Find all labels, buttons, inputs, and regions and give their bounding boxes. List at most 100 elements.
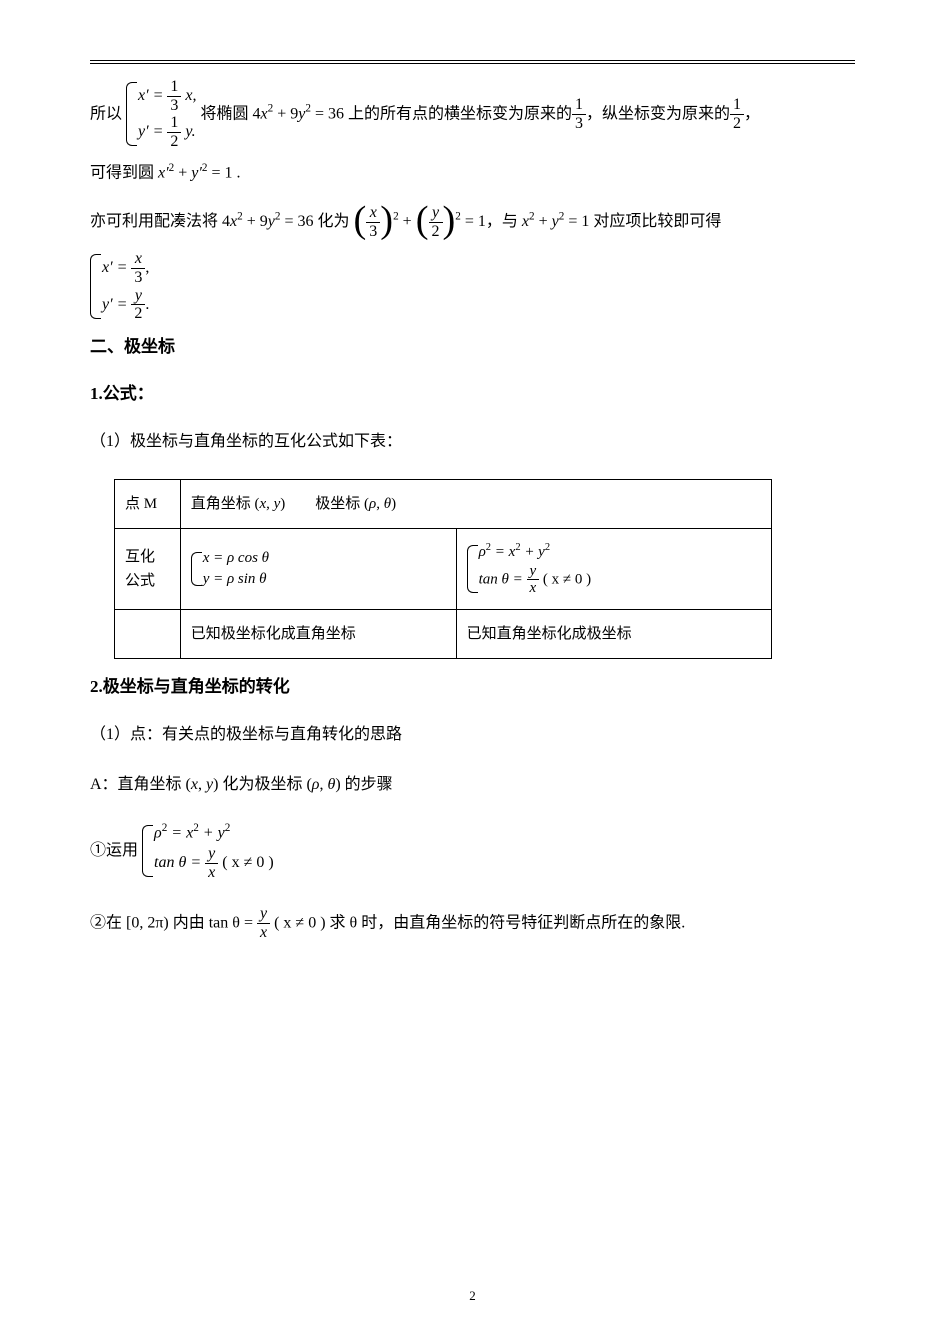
txt: 互化	[125, 545, 170, 569]
formula-line: y = ρ sin θ	[203, 569, 269, 590]
txt: = x	[491, 544, 515, 560]
p1-cplus: +	[174, 165, 191, 182]
sys2-r2: y′ =	[102, 295, 127, 312]
p1-l2a: 可得到圆	[90, 165, 158, 182]
txt: + y	[199, 825, 225, 842]
cell-label-formula: 互化 公式	[115, 528, 181, 609]
p2-plus: + 9	[243, 213, 268, 230]
frac-num: x	[131, 250, 145, 269]
system-2: x′ = x3, y′ = y2.	[90, 250, 149, 322]
txt: ,	[266, 496, 274, 512]
cell-coord-headers: 直角坐标 (x, y) 极坐标 (ρ, θ)	[180, 479, 771, 528]
p2-x2: x	[522, 213, 529, 230]
table-row: 点 M 直角坐标 (x, y) 极坐标 (ρ, θ)	[115, 479, 772, 528]
conversion-table: 点 M 直角坐标 (x, y) 极坐标 (ρ, θ) 互化 公式 x = ρ c…	[114, 479, 772, 659]
document-page: 所以 x′ = 13 x, y′ = 12 y. 将椭圆 4x2 + 9y2 =…	[0, 0, 945, 991]
frac-den: 3	[572, 115, 586, 133]
txt: ,	[198, 776, 206, 793]
paragraph-5: A：直角坐标 (x, y) 化为极坐标 (ρ, θ) 的步骤	[90, 772, 855, 798]
p2-eq1: = 1，与	[465, 213, 522, 230]
formula-brace: ρ2 = x2 + y2 tan θ = yx ( x ≠ 0 )	[467, 541, 592, 597]
heading-polar: 二、极坐标	[90, 333, 855, 360]
p2-y2: y	[552, 213, 559, 230]
cell-text: 点 M	[125, 496, 157, 512]
p1-eq: = 36 上的所有点的横坐标变为原来的	[311, 105, 572, 122]
p2-eq36: = 36 化为	[280, 213, 349, 230]
system-2-block: x′ = x3, y′ = y2.	[90, 250, 855, 322]
sys1-y: y′ =	[138, 123, 163, 140]
page-number: 2	[0, 1286, 945, 1307]
p1-prefix: 所以	[90, 105, 122, 122]
txt: = x	[167, 825, 193, 842]
frac-den: x	[527, 580, 540, 597]
txt: θ	[384, 496, 391, 512]
p2-a: 亦可利用配凑法将 4	[90, 213, 230, 230]
frac-den: x	[257, 924, 270, 942]
txt: ) 的步骤	[335, 776, 392, 793]
paragraph-4: （1）点：有关点的极坐标与直角转化的思路	[90, 722, 855, 748]
p2-pl: +	[535, 213, 552, 230]
formula-line: x = ρ cos θ	[203, 548, 269, 569]
cell-point-m: 点 M	[115, 479, 181, 528]
paragraph-2: 亦可利用配凑法将 4x2 + 9y2 = 36 化为 (x3)2 + (y2)2…	[90, 204, 855, 240]
cell-desc-1: 已知极坐标化成直角坐标	[180, 609, 456, 658]
sys2-tail: ,	[145, 259, 149, 276]
paragraph-3: （1）极坐标与直角坐标的互化公式如下表：	[90, 429, 855, 455]
frac-num: y	[429, 204, 443, 223]
frac-num: 1	[730, 96, 744, 115]
sys2-tail: .	[145, 295, 149, 312]
p1-cy: y′	[191, 165, 202, 182]
p7-b: ( x ≠ 0 ) 求 θ 时，由直角坐标的符号特征判断点所在的象限.	[270, 914, 685, 931]
p2-eqc: = 1 对应项比较即可得	[564, 213, 721, 230]
p2-midplus: +	[403, 213, 416, 230]
p7-a: ②在 [0, 2π) 内由 tan θ =	[90, 914, 257, 931]
txt: 直角坐标 (	[191, 496, 260, 512]
frac-den: x	[205, 864, 218, 882]
heading-convert: 2.极坐标与直角坐标的转化	[90, 673, 855, 700]
txt: )	[391, 496, 396, 512]
txt: ( x ≠ 0 )	[218, 854, 273, 871]
frac-den: 3	[131, 269, 145, 287]
frac-den: 3	[366, 223, 380, 241]
txt: A：直角坐标 (	[90, 776, 191, 793]
system-1: x′ = 13 x, y′ = 12 y.	[126, 78, 197, 150]
p6-label: ①运用	[90, 842, 138, 859]
p2-y: y	[268, 213, 275, 230]
txt: 公式	[125, 569, 170, 593]
frac-num: 1	[167, 114, 181, 133]
frac-num: 1	[167, 78, 181, 97]
p1-mid2: ，纵坐标变为原来的	[586, 105, 730, 122]
txt: tan θ =	[479, 571, 527, 587]
sys1-tail: x,	[185, 87, 196, 104]
p1-mid3: ，	[744, 105, 760, 122]
frac-den: 2	[131, 305, 145, 323]
sys1-tail: y.	[185, 123, 195, 140]
paragraph-1b: 可得到圆 x′2 + y′2 = 1 .	[90, 160, 855, 186]
frac-num: x	[366, 204, 380, 223]
frac-den: 2	[429, 223, 443, 241]
txt: + y	[521, 544, 545, 560]
heading-formula: 1.公式：	[90, 380, 855, 407]
frac-num: 1	[572, 96, 586, 115]
frac-den: 2	[730, 115, 744, 133]
txt: ) 极坐标 (	[280, 496, 369, 512]
paragraph-1: 所以 x′ = 13 x, y′ = 12 y. 将椭圆 4x2 + 9y2 =…	[90, 78, 855, 150]
frac-den: 3	[167, 97, 181, 115]
frac-num: y	[131, 287, 145, 306]
sys1-x: x′ =	[138, 87, 163, 104]
cell-rect-to-polar: ρ2 = x2 + y2 tan θ = yx ( x ≠ 0 )	[456, 528, 771, 609]
p1-mid1: 将椭圆 4	[201, 105, 261, 122]
txt: tan θ =	[154, 854, 205, 871]
txt: ( x ≠ 0 )	[539, 571, 591, 587]
sys2-r1: x′ =	[102, 259, 127, 276]
txt: ,	[376, 496, 384, 512]
formula-brace: ρ2 = x2 + y2 tan θ = yx ( x ≠ 0 )	[142, 821, 274, 881]
p1-x: x	[261, 105, 268, 122]
frac-num: y	[205, 845, 218, 864]
top-rule-2	[90, 63, 855, 64]
txt: x	[191, 776, 198, 793]
cell-empty	[115, 609, 181, 658]
p1-cx: x′	[158, 165, 169, 182]
frac-num: y	[257, 905, 270, 924]
txt: ρ	[479, 544, 486, 560]
